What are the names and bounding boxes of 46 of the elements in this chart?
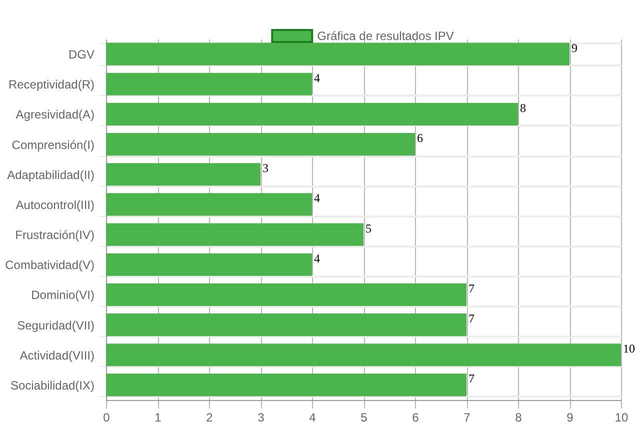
data-label: 4: [314, 70, 320, 85]
x-tick-label: 0: [103, 410, 110, 424]
bar: [106, 253, 312, 276]
x-tick-label: 1: [154, 410, 162, 424]
bar: [106, 314, 466, 336]
y-tick-label: Dominio(VI): [31, 288, 94, 302]
y-tick-label: Frustración(IV): [15, 228, 94, 242]
bar: [106, 133, 415, 156]
x-tick-label: 4: [309, 410, 316, 424]
y-tick-label: Receptividad(R): [8, 78, 94, 92]
y-tick-label: Autocontrol(III): [16, 198, 94, 212]
bar: [106, 193, 312, 216]
y-tick-label: Combatividad(V): [5, 258, 94, 272]
data-label: 7: [468, 372, 474, 386]
x-tick-label: 8: [515, 410, 522, 424]
bar: [106, 374, 466, 396]
data-label: 5: [366, 221, 372, 236]
y-tick-label: Seguridad(VII): [17, 318, 94, 332]
x-tick-label: 10: [614, 410, 628, 424]
y-tick-label: DGV: [68, 48, 94, 62]
x-tick-label: 9: [566, 410, 574, 424]
y-tick-label: Actividad(VIII): [20, 348, 94, 362]
y-tick-label: Adaptabilidad(II): [7, 168, 94, 182]
legend-label: Gráfica de resultados IPV: [317, 29, 454, 43]
x-tick-label: 3: [258, 410, 265, 424]
y-tick-label: Agresividad(A): [16, 108, 94, 122]
data-label: 7: [468, 281, 474, 296]
data-label: 6: [417, 131, 423, 146]
x-tick-label: 6: [412, 410, 420, 424]
bar: [106, 72, 312, 96]
y-tick-label: Comprensión(I): [12, 138, 94, 152]
bar: [106, 102, 518, 126]
data-label: 4: [314, 251, 320, 266]
data-label: 4: [314, 191, 320, 206]
data-label: 3: [262, 161, 268, 176]
bar: [106, 163, 260, 186]
x-tick-label: 2: [206, 410, 214, 424]
data-label: 10: [623, 342, 635, 356]
data-label: 9: [572, 40, 578, 55]
x-tick-label: 5: [360, 410, 368, 424]
bar: [106, 223, 364, 246]
x-tick-label: 7: [464, 410, 471, 424]
y-tick-label: Sociabilidad(IX): [10, 378, 94, 392]
data-label: 8: [520, 100, 526, 115]
bar: [106, 283, 466, 306]
data-label: 7: [468, 312, 474, 326]
